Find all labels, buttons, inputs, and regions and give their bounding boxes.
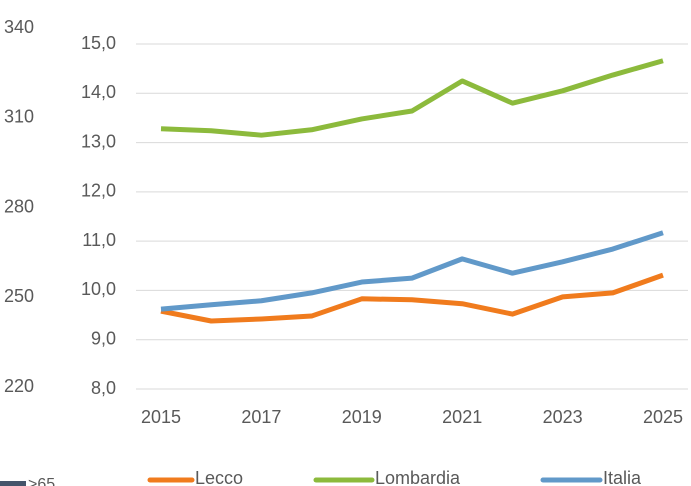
y-tick-label: 11,0 [82,230,116,250]
legend-label: Lecco [195,468,243,486]
x-tick-label: 2023 [543,407,583,427]
series-line [160,58,664,138]
y-tick-label: 13,0 [81,131,116,151]
x-tick-label: 2017 [241,407,281,427]
y-tick-label: 10,0 [81,279,116,299]
x-tick-label: 2021 [442,407,482,427]
y2-tick-label: 250 [4,286,34,306]
y2-tick-label: 220 [4,376,34,396]
y-tick-label: 9,0 [91,328,116,348]
y-tick-label: 8,0 [91,378,116,398]
y2-tick-label: 280 [4,196,34,216]
legend-label: Lombardia [375,468,461,486]
y-tick-label: 15,0 [81,33,116,53]
y2-tick-label: 340 [4,17,34,37]
y-tick-label: 12,0 [81,181,116,201]
legend-label: Italia [603,468,642,486]
series-line [160,230,664,312]
x-tick-label: 2019 [342,407,382,427]
x-tick-label: 2015 [141,407,181,427]
legend-label: >65 [28,476,55,486]
y-tick-label: 14,0 [81,82,116,102]
legend-swatch [0,481,26,486]
y2-tick-label: 310 [4,107,34,127]
x-tick-label: 2025 [643,407,683,427]
series-line [160,272,664,324]
